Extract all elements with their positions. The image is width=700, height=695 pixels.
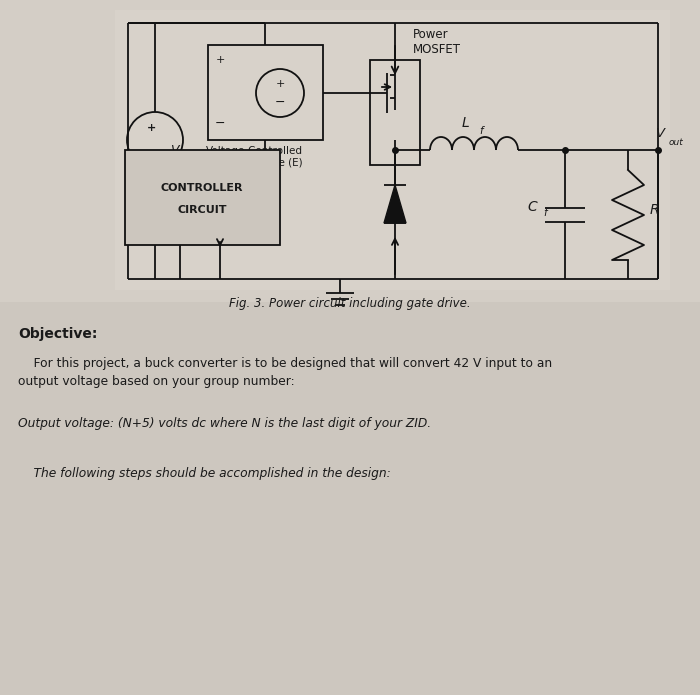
Text: C: C	[527, 200, 537, 214]
Text: R: R	[650, 203, 659, 217]
Text: CONTROLLER: CONTROLLER	[161, 183, 244, 193]
Bar	[0, 315, 700, 695]
Text: +: +	[148, 123, 157, 133]
Bar	[0, 0, 700, 315]
Text: V: V	[170, 143, 178, 156]
Text: V: V	[656, 127, 665, 140]
Text: For this project, a buck converter is to be designed that will convert 42 V inpu: For this project, a buck converter is to…	[18, 357, 552, 370]
Text: −: −	[147, 145, 158, 158]
Text: −: −	[274, 95, 286, 108]
Bar	[370, 60, 420, 165]
Text: The following steps should be accomplished in the design:: The following steps should be accomplish…	[18, 467, 391, 480]
Bar	[0, 302, 700, 695]
Text: +: +	[275, 79, 285, 89]
Text: Power
MOSFET: Power MOSFET	[413, 28, 461, 56]
Text: f: f	[480, 126, 483, 136]
Text: +: +	[216, 55, 225, 65]
Text: L: L	[462, 116, 470, 130]
Text: −: −	[215, 117, 225, 130]
Text: Voltage-Controlled
Voltage-Source (E): Voltage-Controlled Voltage-Source (E)	[206, 146, 303, 167]
Text: CIRCUIT: CIRCUIT	[177, 205, 227, 215]
Bar	[115, 10, 670, 290]
Text: out: out	[669, 138, 684, 147]
Text: Fig. 3. Power circuit including gate drive.: Fig. 3. Power circuit including gate dri…	[229, 297, 471, 310]
Bar	[125, 150, 280, 245]
Text: f: f	[543, 208, 547, 218]
Text: s: s	[179, 151, 183, 159]
Text: Output voltage: (N+5) volts dc where N is the last digit of your ZID.: Output voltage: (N+5) volts dc where N i…	[18, 417, 431, 430]
Text: output voltage based on your group number:: output voltage based on your group numbe…	[18, 375, 295, 388]
Polygon shape	[384, 185, 406, 223]
Text: Objective:: Objective:	[18, 327, 97, 341]
Bar	[208, 45, 323, 140]
